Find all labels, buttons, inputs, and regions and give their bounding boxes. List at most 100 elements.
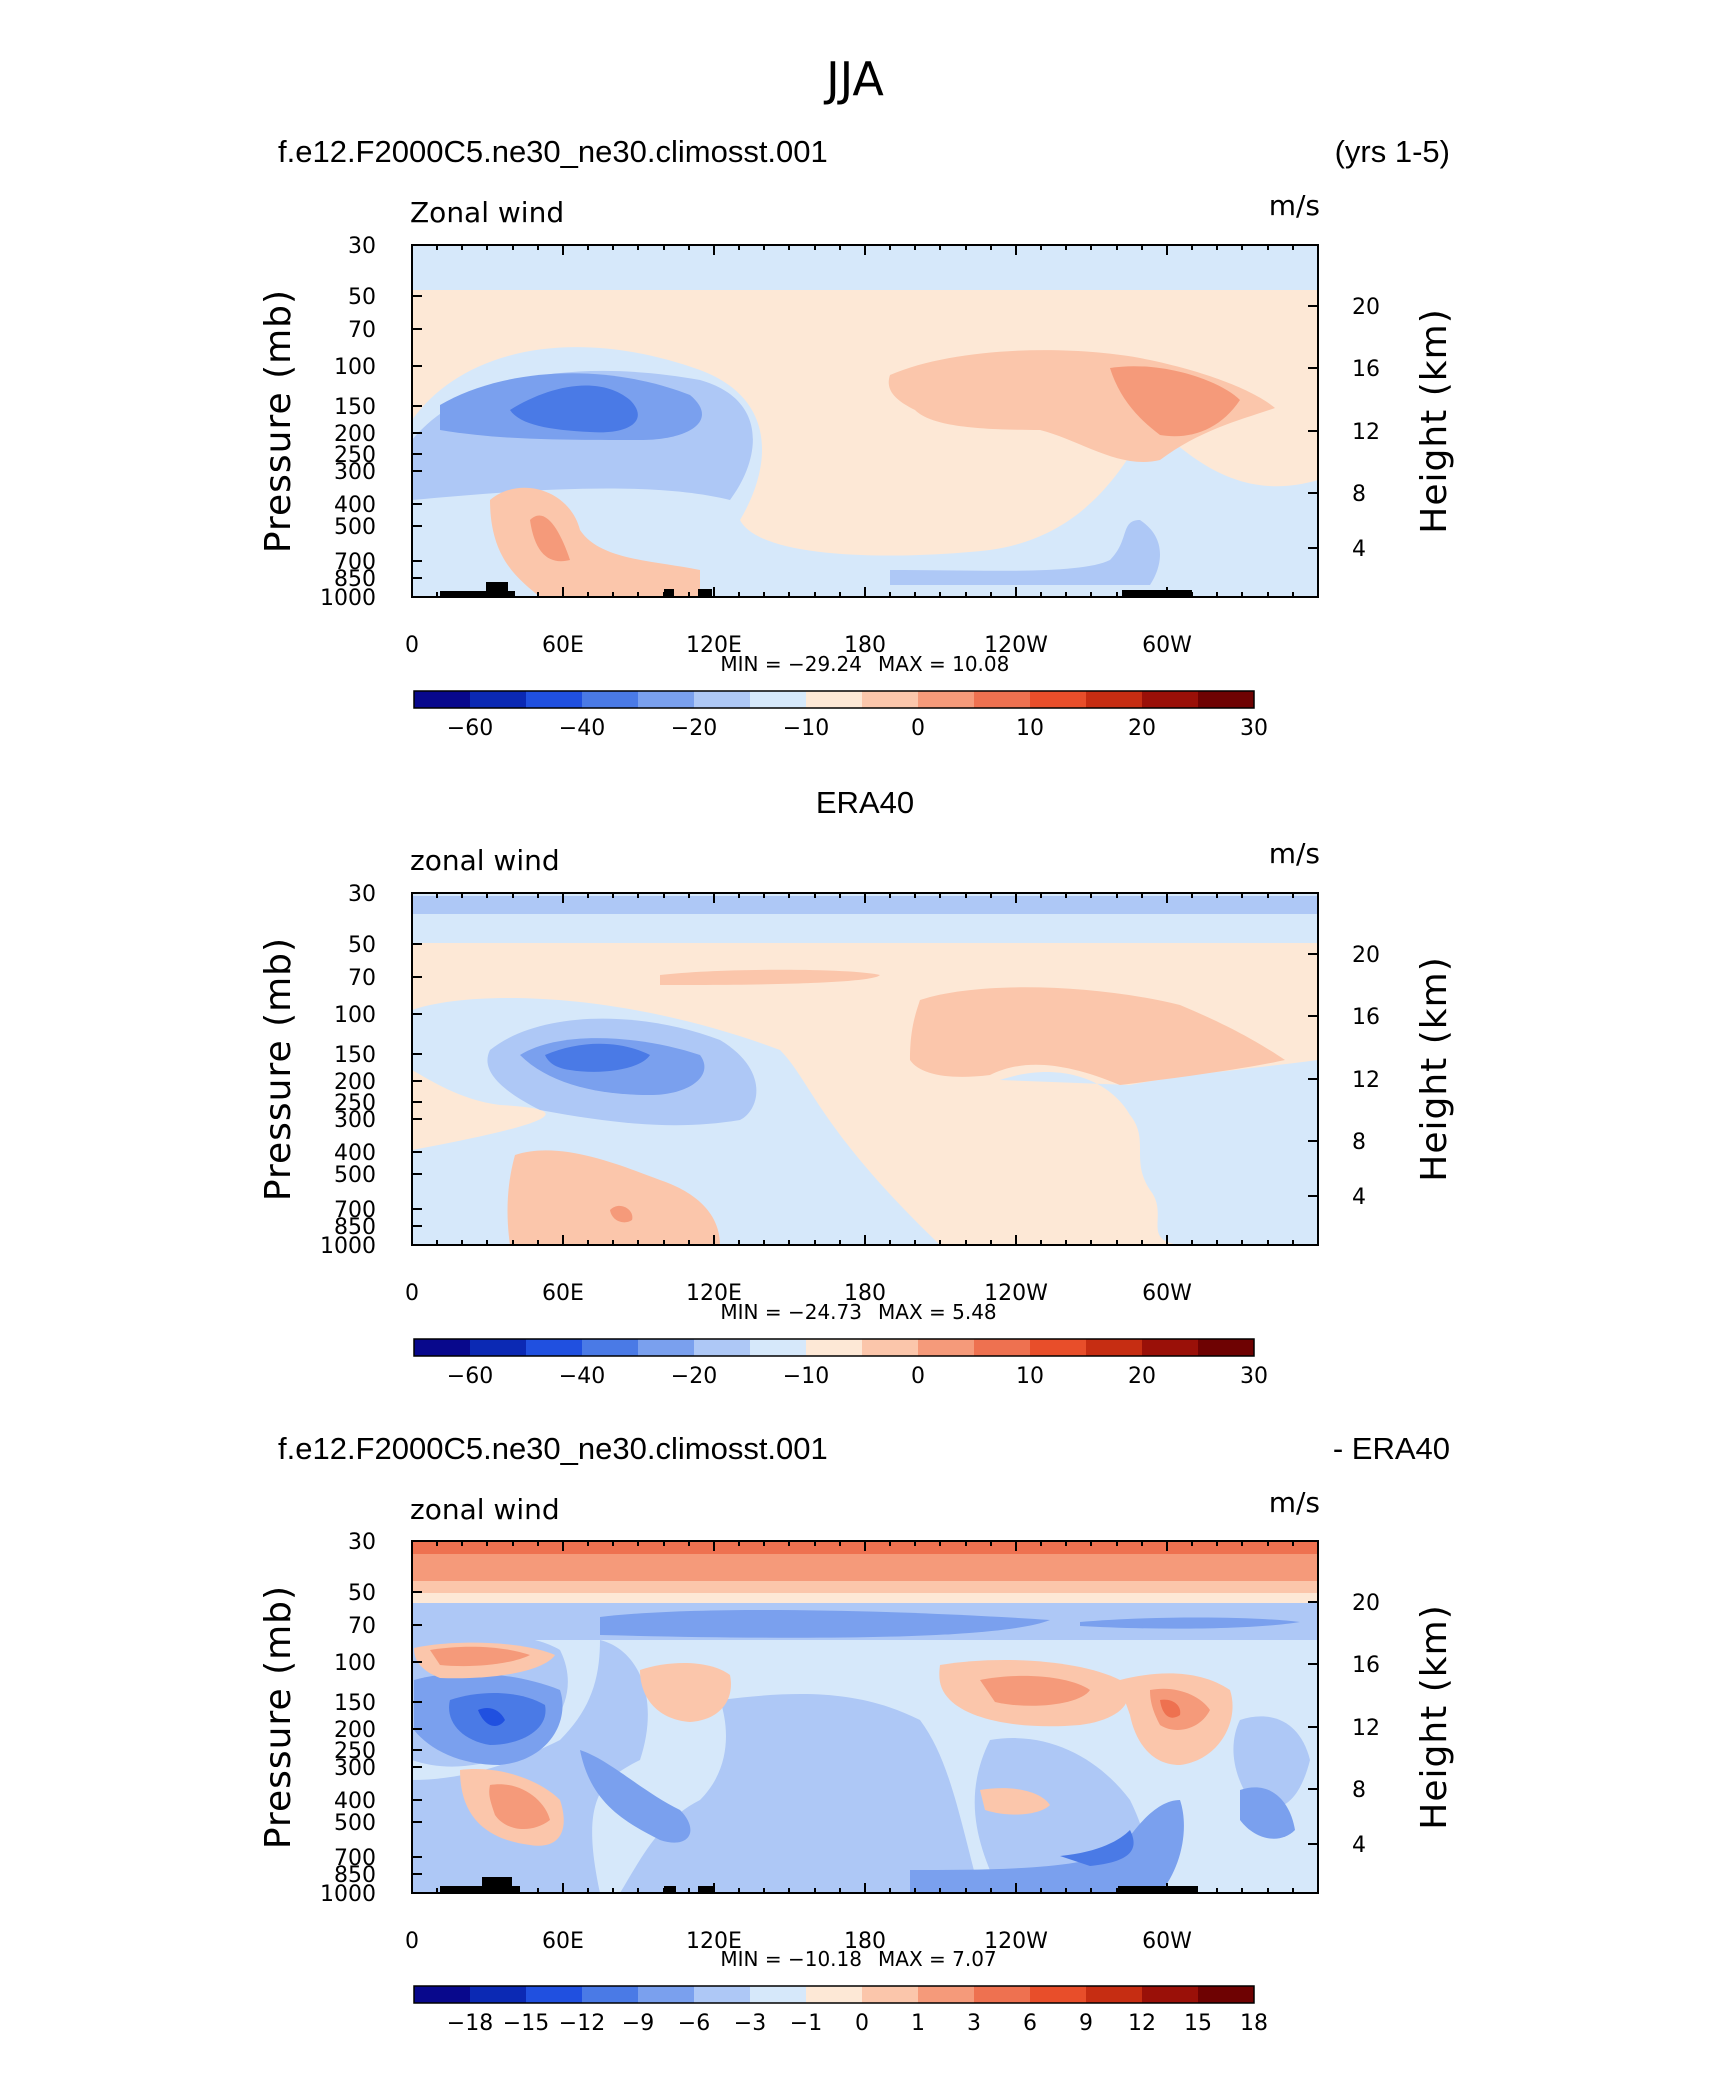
panel-1-colorbar-label: −10 [783,716,829,741]
panel-2-ylabel-right: Height (km) [1414,956,1455,1181]
panel-2-ytick-label: 700 [334,1198,376,1223]
panel-3-ytick-label: 70 [348,1614,376,1639]
panel-1-x-axis: 0 60E 120E 180 120W 60W [405,245,1294,658]
panel-1-height-tick-label: 8 [1352,482,1366,507]
panel-1-xtick-label: 0 [405,633,419,658]
panel-reference: ERA40 zonal wind m/s [258,785,1455,1389]
panel-3-colorbar-label: −12 [559,2011,605,2036]
panel-2-units-label: m/s [1269,837,1320,870]
panel-3-ytick-label: 500 [334,1811,376,1836]
panel-2-max-label: MAX = 5.48 [878,1300,997,1324]
panel-3-colorbar-label: −6 [678,2011,710,2036]
panel-3-height-tick-label: 16 [1352,1653,1380,1678]
panel-1-ytick-label: 250 [334,443,376,468]
panel-2-height-tick-label: 20 [1352,943,1380,968]
panel-2-colorbar: −60 −40 −20 −10 0 10 20 30 [413,1338,1268,1389]
panel-2-ytick-label: 400 [334,1141,376,1166]
panel-2-xtick-label: 120E [686,1281,742,1306]
panel-3-ytick-label: 30 [348,1530,376,1555]
panel-model: f.e12.F2000C5.ne30_ne30.climosst.001 (yr… [258,134,1455,741]
panel-1-ylabel: Pressure (mb) [258,289,299,553]
panel-2-ytick-label: 100 [334,1003,376,1028]
panel-1-colorbar-label: −60 [447,716,493,741]
panel-1-xtick-label: 120E [686,633,742,658]
panel-1-min-label: MIN = −29.24 [720,652,862,676]
panel-3-header-left: f.e12.F2000C5.ne30_ne30.climosst.001 [278,1431,828,1466]
panel-2-min-label: MIN = −24.73 [720,1300,862,1324]
panel-3-colorbar-label: 9 [1079,2011,1093,2036]
panel-1-ytick-label: 400 [334,493,376,518]
panel-2-colorbar-label: 0 [911,1364,925,1389]
panel-1-ytick-label: 50 [348,285,376,310]
panel-2-xtick-label: 60W [1142,1281,1192,1306]
panel-1-xtick-label: 120W [984,633,1048,658]
panel-1-ytick-label: 500 [334,515,376,540]
panel-3-height-tick-label: 4 [1352,1833,1366,1858]
panel-3-ylabel: Pressure (mb) [258,1585,299,1849]
panel-2-height-tick-label: 16 [1352,1005,1380,1030]
panel-2-colorbar-label: 30 [1240,1364,1268,1389]
panel-1-colorbar-label: 20 [1128,716,1156,741]
panel-3-y-axis: 30 50 70 100 150 200 250 300 400 500 700… [258,1530,422,1907]
panel-difference: f.e12.F2000C5.ne30_ne30.climosst.001 - E… [258,1431,1455,2036]
panel-2-ytick-label: 70 [348,966,376,991]
panel-3-colorbar-label: −15 [503,2011,549,2036]
panel-2-ytick-label: 50 [348,933,376,958]
panel-1-height-tick-label: 4 [1352,537,1366,562]
panel-1-plot-area [411,244,1319,598]
panel-3-ytick-label: 50 [348,1581,376,1606]
panel-3-min-label: MIN = −10.18 [720,1947,862,1971]
panel-2-xtick-label: 0 [405,1281,419,1306]
panel-1-ytick-label: 850 [334,567,376,592]
panel-2-colorbar-label: 10 [1016,1364,1044,1389]
panel-2-y-axis-right: 20 16 12 8 4 Height (km) [1308,943,1455,1210]
panel-1-ytick-label: 200 [334,422,376,447]
panel-3-ytick-label: 400 [334,1789,376,1814]
panel-1-colorbar-label: 30 [1240,716,1268,741]
panel-1-ytick-label: 1000 [320,586,376,611]
panel-3-colorbar-label: 1 [911,2011,925,2036]
panel-1-colorbar-label: −20 [671,716,717,741]
panel-2-ytick-label: 30 [348,882,376,907]
panel-1-ylabel-right: Height (km) [1414,308,1455,533]
panel-2-y-axis: 30 50 70 100 150 200 250 300 400 500 700… [258,882,422,1259]
panel-2-ytick-label: 150 [334,1043,376,1068]
panel-1-units-label: m/s [1269,189,1320,222]
panel-2-ytick-label: 500 [334,1163,376,1188]
panel-2-colorbar-label: −40 [559,1364,605,1389]
panel-2-ytick-label: 300 [334,1108,376,1133]
panel-2-height-tick-label: 8 [1352,1130,1366,1155]
panel-1-height-tick-label: 16 [1352,357,1380,382]
panel-3-height-tick-label: 12 [1352,1716,1380,1741]
panel-1-height-tick-label: 20 [1352,295,1380,320]
panel-1-xtick-label: 180 [844,633,886,658]
panel-3-xtick-label: 0 [405,1929,419,1954]
panel-3-ytick-label: 300 [334,1756,376,1781]
panel-3-colorbar-label: −18 [447,2011,493,2036]
panel-3-ytick-label: 250 [334,1739,376,1764]
panel-1-xtick-label: 60W [1142,633,1192,658]
panel-3-x-axis: 0 60E 120E 180 120W 60W [405,1541,1294,1954]
panel-2-plot-area [411,892,1319,1246]
panel-3-xtick-label: 120W [984,1929,1048,1954]
panel-3-y-axis-right: 20 16 12 8 4 Height (km) [1308,1591,1455,1858]
panel-1-xtick-label: 60E [542,633,584,658]
panel-3-height-tick-label: 8 [1352,1778,1366,1803]
panel-1-y-axis: 30 50 70 100 150 200 250 300 400 500 700… [258,234,422,611]
panel-2-ytick-label: 850 [334,1215,376,1240]
panel-3-colorbar: −18 −15 −12 −9 −6 −3 −1 0 1 3 6 9 12 15 … [413,1985,1268,2036]
panel-3-colorbar-label: 12 [1128,2011,1156,2036]
panel-3-max-label: MAX = 7.07 [878,1947,997,1971]
panel-2-colorbar-label: 20 [1128,1364,1156,1389]
panel-3-colorbar-label: 0 [855,2011,869,2036]
panel-3-plot-area [411,1540,1319,1894]
panel-2-height-tick-label: 4 [1352,1185,1366,1210]
panel-2-ylabel: Pressure (mb) [258,937,299,1201]
panel-1-header-left: f.e12.F2000C5.ne30_ne30.climosst.001 [278,134,828,169]
panel-2-header: ERA40 [816,785,914,820]
panel-3-ytick-label: 1000 [320,1882,376,1907]
panel-2-ytick-label: 200 [334,1070,376,1095]
panel-3-ytick-label: 850 [334,1863,376,1888]
panel-2-xtick-label: 60E [542,1281,584,1306]
